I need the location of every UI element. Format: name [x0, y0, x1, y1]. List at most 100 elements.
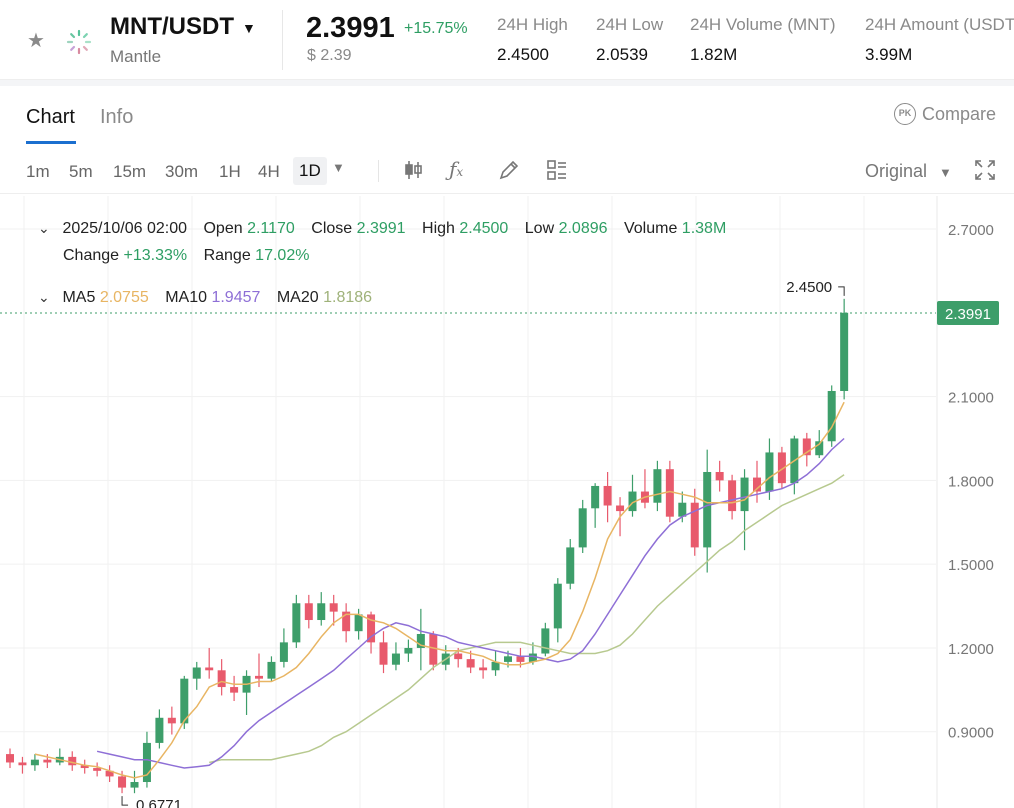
- y-axis-tick-label: 0.9000: [948, 725, 994, 742]
- stat-value: 2.4500: [497, 45, 549, 64]
- interval-4h[interactable]: 4H: [258, 162, 280, 181]
- candle-body: [80, 765, 89, 769]
- template-icon[interactable]: [544, 157, 570, 183]
- legend-change: +13.33%: [123, 247, 188, 264]
- candle-body: [653, 469, 662, 503]
- compare-button[interactable]: PK Compare: [893, 103, 996, 125]
- candle-body: [354, 614, 363, 632]
- candle-body: [454, 653, 463, 660]
- candle-body: [68, 756, 77, 766]
- candle-body: [317, 603, 326, 621]
- stat-value: 3.99M: [865, 45, 913, 64]
- legend-ma20: 1.8186: [323, 289, 373, 306]
- legend-date: 2025/10/06 02:00: [62, 220, 188, 237]
- candle-body: [616, 505, 625, 512]
- candle-body: [566, 547, 575, 584]
- pencil-icon[interactable]: [496, 157, 522, 183]
- candle-body: [155, 717, 164, 743]
- interval-1d[interactable]: 1D: [293, 157, 327, 185]
- candle-body: [43, 759, 52, 763]
- caret-down-icon: ▼: [939, 165, 952, 180]
- candle-body: [379, 642, 388, 665]
- caret-down-icon: ▼: [241, 19, 256, 36]
- candle-body: [6, 754, 14, 763]
- candle-body: [827, 390, 836, 442]
- y-axis-tick-label: 2.7000: [948, 222, 994, 239]
- candle-body: [690, 502, 699, 548]
- tab-chart[interactable]: Chart: [26, 106, 75, 128]
- price-chart[interactable]: 2.7000 2.1000 1.8000 1.5000 1.2000 0.9000 2.39…: [0, 196, 1014, 808]
- candle-body: [678, 502, 687, 517]
- interval-1h[interactable]: 1H: [219, 162, 241, 181]
- pair-symbol: MNT/USDT: [110, 13, 234, 40]
- legend-high-label: High: [422, 220, 455, 237]
- interval-5m[interactable]: 5m: [69, 162, 93, 181]
- stat-label: 24H High: [497, 15, 568, 34]
- candle-body: [93, 768, 102, 771]
- candle-body: [491, 661, 500, 671]
- stat-24h-volume: 24H Volume (MNT) 1.82M: [690, 15, 835, 65]
- candle-body: [329, 603, 338, 612]
- candle-body: [292, 603, 301, 643]
- interval-dropdown-icon[interactable]: ▼: [332, 160, 345, 175]
- candle-body: [553, 583, 562, 629]
- candlestick-icon[interactable]: [400, 157, 426, 183]
- legend-change-label: Change: [63, 247, 120, 264]
- y-axis-tick-label: 1.2000: [948, 641, 994, 658]
- collapse-chevron-icon[interactable]: ⌄: [38, 289, 50, 305]
- y-axis-tick-label: 1.5000: [948, 557, 994, 574]
- collapse-chevron-icon[interactable]: ⌄: [38, 220, 50, 236]
- candle-body: [279, 642, 288, 662]
- legend-close-label: Close: [311, 220, 353, 237]
- star-icon[interactable]: ★: [27, 30, 45, 52]
- stat-label: 24H Low: [596, 15, 664, 34]
- min-price-label: 0.6771: [136, 797, 182, 808]
- stat-value: 2.0539: [596, 45, 648, 64]
- change-legend: Change +13.33% Range 17.02%: [63, 247, 309, 265]
- candle-body: [603, 485, 612, 506]
- fullscreen-icon[interactable]: [972, 157, 998, 183]
- candle-body: [192, 667, 201, 679]
- ma5-line: [34, 401, 845, 779]
- interval-30m[interactable]: 30m: [165, 162, 199, 181]
- candle-body: [728, 480, 737, 512]
- candle-body: [416, 633, 425, 648]
- candle-body: [255, 675, 263, 679]
- candle-body: [180, 678, 189, 724]
- current-price-label: 2.3991: [945, 306, 991, 323]
- candle-body: [703, 471, 712, 548]
- candle-body: [777, 452, 786, 484]
- candle-body: [391, 653, 400, 665]
- price-type-dropdown[interactable]: Original ▼: [865, 161, 952, 182]
- indicators-icon[interactable]: ƒx: [449, 157, 464, 181]
- pk-icon: PK: [893, 103, 916, 125]
- tab-info[interactable]: Info: [100, 106, 134, 128]
- candle-body: [404, 647, 413, 654]
- interval-1m[interactable]: 1m: [26, 162, 50, 181]
- pair-selector[interactable]: MNT/USDT ▼: [110, 13, 256, 41]
- legend-range: 17.02%: [255, 247, 310, 264]
- current-price-tag: [937, 301, 999, 326]
- active-tab-indicator: [26, 141, 76, 144]
- max-marker: [838, 286, 845, 296]
- candles: [6, 298, 849, 794]
- legend-ma10-label: MA10: [165, 289, 207, 306]
- candle-body: [118, 776, 127, 788]
- usd-price: $ 2.39: [307, 47, 352, 64]
- candle-body: [578, 508, 587, 548]
- candle-body: [304, 603, 313, 621]
- interval-15m[interactable]: 15m: [113, 162, 147, 181]
- candle-body: [516, 656, 525, 662]
- candle-body: [105, 770, 114, 777]
- legend-volume: 1.38M: [681, 220, 727, 237]
- candle-body: [765, 452, 774, 492]
- chart-canvas[interactable]: 2.7000 2.1000 1.8000 1.5000 1.2000 0.9000 2.39…: [0, 196, 1014, 808]
- candle-body: [665, 469, 674, 517]
- chart-toolbar: 1m 5m 15m 30m 1H 4H 1D ▼ ƒx Original ▼: [0, 148, 1014, 194]
- toolbar-divider: [378, 160, 379, 182]
- legend-close: 2.3991: [356, 220, 406, 237]
- stat-label: 24H Amount (USDT): [865, 15, 1014, 34]
- candle-body: [142, 742, 151, 783]
- price-type-label: Original: [865, 161, 928, 181]
- grid: [0, 196, 936, 808]
